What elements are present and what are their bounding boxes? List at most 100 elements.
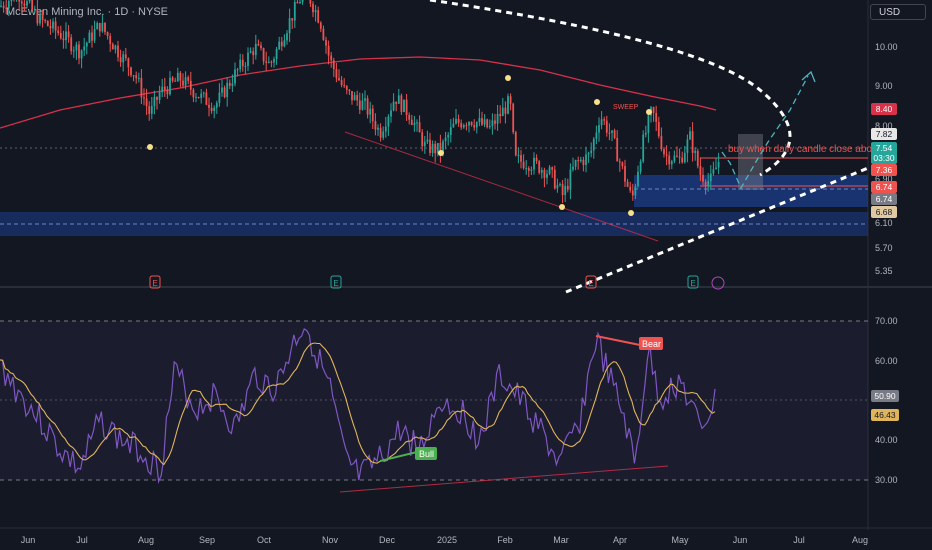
candle <box>49 19 52 35</box>
earnings-marker-label: E <box>588 279 593 288</box>
candle <box>257 39 260 47</box>
candle <box>379 123 382 142</box>
candle <box>553 165 556 190</box>
candle <box>366 95 369 119</box>
candle <box>676 146 678 158</box>
candle <box>325 36 327 54</box>
price-badge: 6.74 <box>871 181 897 193</box>
bear-label-box <box>639 337 663 350</box>
candle <box>280 36 283 51</box>
candle <box>520 149 522 169</box>
candle <box>78 40 80 65</box>
bull-divergence-line <box>379 451 418 462</box>
candle <box>28 0 31 4</box>
price-tick: 8.00 <box>875 121 893 131</box>
candle <box>247 47 249 72</box>
candle <box>345 84 348 95</box>
candle <box>473 119 476 131</box>
candle <box>631 183 634 201</box>
candle <box>340 75 343 88</box>
price-badge-label: 6.74 <box>876 194 893 204</box>
candle <box>117 40 119 62</box>
candle <box>590 142 593 158</box>
time-tick: Apr <box>613 535 627 545</box>
candle <box>702 167 704 186</box>
buy-box <box>738 134 763 190</box>
candle <box>106 31 109 40</box>
candle <box>98 22 101 37</box>
price-badge: 6.74 <box>871 193 897 205</box>
candle <box>169 71 171 96</box>
candle <box>31 0 34 12</box>
candle <box>275 46 278 65</box>
candle <box>405 93 408 121</box>
candle <box>605 115 608 137</box>
candle <box>41 9 44 28</box>
candle <box>530 166 533 176</box>
candle <box>634 183 637 200</box>
time-tick: Sep <box>199 535 215 545</box>
candle <box>39 9 41 26</box>
swing-dot <box>505 75 511 81</box>
candle <box>348 89 351 95</box>
candle <box>210 102 213 114</box>
candle <box>704 179 707 195</box>
candle <box>319 21 322 33</box>
time-tick: Jul <box>76 535 88 545</box>
candle <box>382 126 385 141</box>
candle <box>114 44 117 54</box>
candle <box>538 159 541 175</box>
candle <box>621 161 624 170</box>
candle <box>351 91 353 105</box>
candle <box>215 100 218 114</box>
rsi-ma-line <box>0 342 716 466</box>
price-badge-label: 7.82 <box>876 129 893 139</box>
candle <box>449 119 452 143</box>
candle <box>174 77 177 82</box>
candle <box>213 105 216 119</box>
candle <box>13 0 15 2</box>
candle <box>265 51 268 71</box>
rsi-tick: 40.00 <box>875 435 898 445</box>
candle <box>408 112 411 125</box>
candle <box>176 67 179 82</box>
time-tick: Nov <box>322 535 339 545</box>
candle <box>65 22 67 49</box>
time-tick: Jun <box>21 535 36 545</box>
candle <box>696 148 699 169</box>
candle <box>517 147 520 164</box>
candle <box>148 101 151 121</box>
candle <box>309 0 312 7</box>
time-tick: 2025 <box>437 535 457 545</box>
swing-dot <box>559 204 565 210</box>
candle <box>564 178 567 202</box>
candle <box>75 41 78 60</box>
candle <box>278 36 281 50</box>
candle <box>236 67 239 77</box>
rsi-tick: 30.00 <box>875 475 898 485</box>
candle <box>522 154 525 170</box>
candle <box>221 79 223 97</box>
candle <box>527 166 530 177</box>
candle <box>163 77 166 97</box>
candle <box>566 178 569 193</box>
price-tick: 5.35 <box>875 266 893 276</box>
candle <box>431 140 434 157</box>
candle <box>88 29 91 44</box>
candle <box>665 145 668 166</box>
candle <box>691 122 694 162</box>
candle <box>364 90 366 110</box>
candle <box>293 0 296 29</box>
currency-button[interactable]: USD <box>870 4 926 20</box>
candle <box>481 111 483 127</box>
candle <box>374 113 377 136</box>
candle <box>629 181 632 193</box>
candle <box>507 93 509 115</box>
moving-average-line <box>0 56 717 129</box>
candle <box>608 123 611 141</box>
candle <box>639 159 642 175</box>
rsi-lower-trendline <box>339 465 669 493</box>
